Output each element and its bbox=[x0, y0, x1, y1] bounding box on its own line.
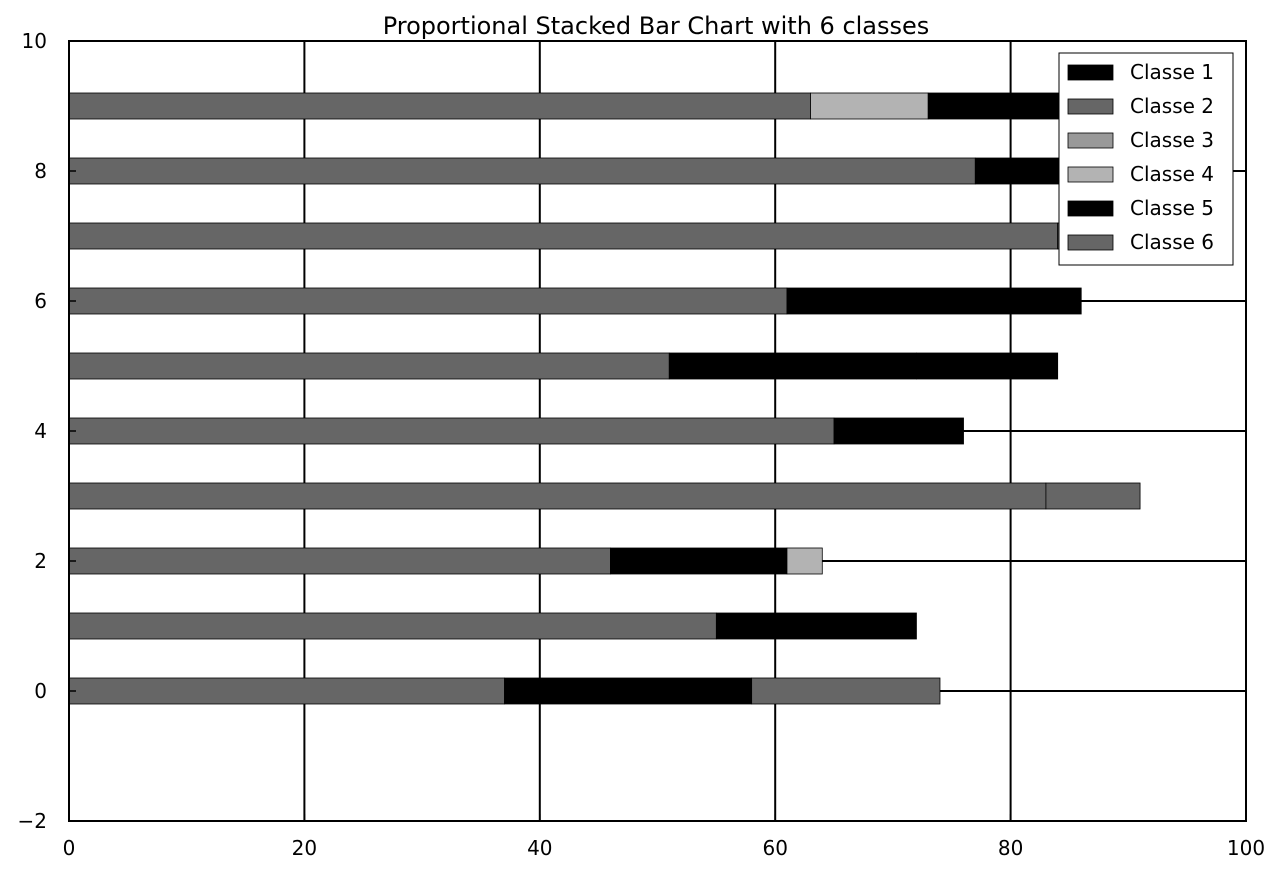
bar-segment-classe-6 bbox=[1045, 482, 1141, 510]
bar-segment-classe-6 bbox=[68, 547, 611, 575]
y-tick-label: 0 bbox=[34, 679, 47, 703]
x-tick-label: 40 bbox=[527, 836, 552, 860]
legend-box bbox=[1058, 52, 1234, 266]
x-tick-label: 100 bbox=[1227, 836, 1265, 860]
y-tick-label: 6 bbox=[34, 289, 47, 313]
legend-swatch bbox=[1067, 132, 1114, 149]
bar-segment-classe-6 bbox=[68, 352, 670, 380]
legend-label: Classe 4 bbox=[1130, 162, 1214, 186]
legend-swatch bbox=[1067, 200, 1114, 217]
bars-layer bbox=[68, 92, 1188, 705]
bar-segment-classe-6 bbox=[68, 677, 505, 705]
bar-segment-classe-5 bbox=[610, 547, 788, 575]
axes-layer: 0 20 40 60 80 100 −2 0 2 4 6 8 10 bbox=[18, 29, 1266, 860]
bar-segment-classe-5 bbox=[504, 677, 753, 705]
chart-title: Proportional Stacked Bar Chart with 6 cl… bbox=[383, 12, 930, 40]
legend-swatch bbox=[1067, 98, 1114, 115]
bar-segment-classe-5 bbox=[916, 352, 1059, 380]
bar-segment-classe-6 bbox=[68, 417, 835, 445]
bar-segment-classe-6 bbox=[68, 612, 717, 640]
bar-segment-classe-4 bbox=[810, 92, 929, 120]
bar-segment-classe-5 bbox=[668, 352, 917, 380]
y-tick-label: 10 bbox=[22, 29, 47, 53]
legend-label: Classe 3 bbox=[1130, 128, 1214, 152]
legend: Classe 1 Classe 2 Classe 3 Classe 4 Classe 5… bbox=[1058, 52, 1234, 266]
bar-segment-classe-4 bbox=[786, 547, 823, 575]
bar-segment-classe-6 bbox=[68, 157, 976, 185]
x-tick-label: 80 bbox=[998, 836, 1023, 860]
legend-swatch bbox=[1067, 166, 1114, 183]
y-tick-label: 8 bbox=[34, 159, 47, 183]
y-tick-label: 4 bbox=[34, 419, 47, 443]
x-tick-label: 0 bbox=[63, 836, 76, 860]
bar-segment-classe-6 bbox=[68, 92, 811, 120]
y-tick-label: −2 bbox=[18, 809, 47, 833]
legend-label: Classe 5 bbox=[1130, 196, 1214, 220]
bar-segment-classe-5 bbox=[786, 287, 1082, 315]
y-tick-label: 2 bbox=[34, 549, 47, 573]
x-tick-label: 60 bbox=[762, 836, 787, 860]
x-tick-label: 20 bbox=[292, 836, 317, 860]
legend-swatch bbox=[1067, 234, 1114, 251]
bar-segment-classe-5 bbox=[715, 612, 917, 640]
legend-label: Classe 6 bbox=[1130, 230, 1214, 254]
bar-segment-classe-6 bbox=[68, 482, 1047, 510]
bar-segment-classe-5 bbox=[833, 417, 964, 445]
bar-segment-classe-6 bbox=[751, 677, 941, 705]
legend-swatch bbox=[1067, 64, 1114, 81]
bar-segment-classe-6 bbox=[68, 222, 1059, 250]
legend-label: Classe 1 bbox=[1130, 60, 1214, 84]
legend-label: Classe 2 bbox=[1130, 94, 1214, 118]
bar-segment-classe-6 bbox=[68, 287, 788, 315]
